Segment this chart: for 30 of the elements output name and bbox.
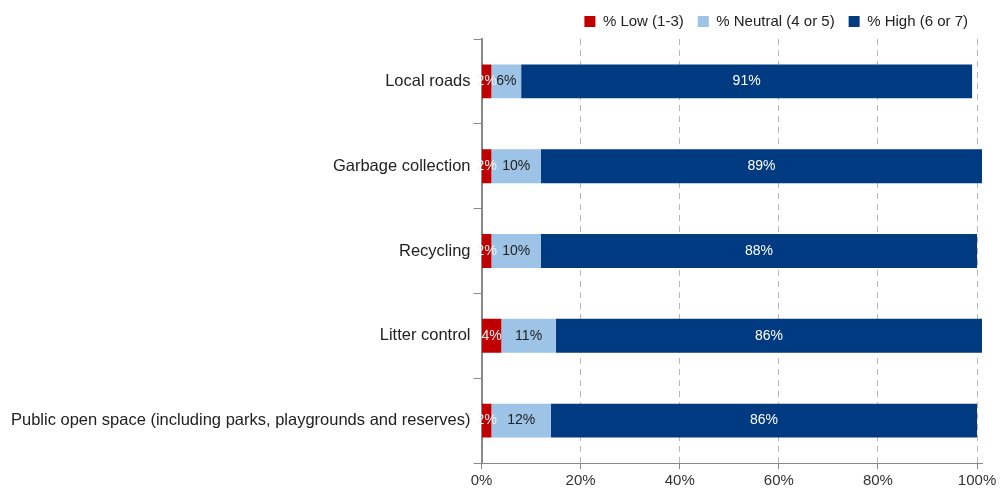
data-label: 88% — [744, 241, 774, 258]
data-label: 10% — [502, 241, 531, 258]
x-tick-label: 60% — [763, 471, 794, 489]
bar — [555, 318, 982, 353]
legend-label: % Neutral (4 or 5) — [716, 11, 835, 29]
data-label: 91% — [732, 72, 761, 89]
x-tick-label: 40% — [664, 471, 695, 489]
bar — [521, 64, 973, 99]
data-label: 86% — [754, 326, 783, 343]
y-tick-label: Local roads — [385, 70, 471, 89]
y-tick-label: Public open space (including parks, playgrounds and reserves) — [10, 410, 471, 429]
data-label: 12% — [507, 411, 536, 428]
legend-label: % High (6 or 7) — [867, 11, 969, 29]
bar — [540, 149, 982, 184]
bar — [540, 234, 978, 268]
x-tick-label: 80% — [862, 471, 893, 489]
data-label: 11% — [515, 326, 543, 343]
bar — [550, 403, 978, 438]
y-tick-label: Litter control — [379, 325, 471, 344]
data-label: 6% — [496, 72, 517, 89]
data-label: 86% — [749, 411, 778, 428]
y-tick-label: Garbage collection — [332, 155, 471, 174]
y-tick-label: Recycling — [398, 240, 471, 259]
bar — [501, 318, 556, 353]
data-label: 10% — [502, 157, 531, 174]
x-tick-label: 0% — [470, 471, 493, 489]
x-tick-label: 20% — [565, 471, 596, 489]
x-tick-label: 100% — [957, 471, 997, 489]
data-label: 89% — [747, 157, 776, 174]
legend-label: % Low (1-3) — [602, 11, 684, 29]
